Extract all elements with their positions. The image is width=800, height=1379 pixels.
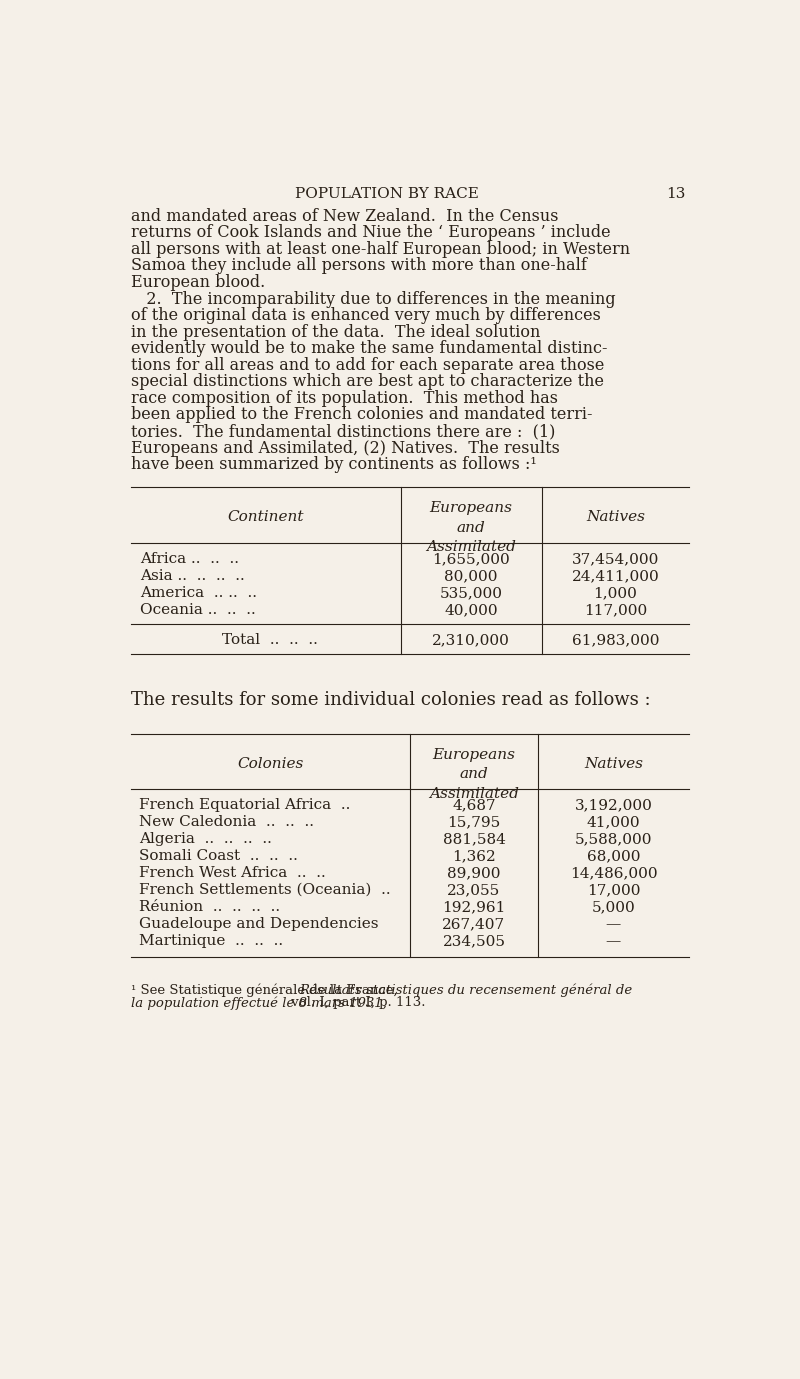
Text: Colonies: Colonies xyxy=(238,757,304,771)
Text: 5,588,000: 5,588,000 xyxy=(574,833,652,847)
Text: Oceania ..  ..  ..: Oceania .. .. .. xyxy=(140,603,256,616)
Text: race composition of its population.  This method has: race composition of its population. This… xyxy=(131,390,558,407)
Text: 17,000: 17,000 xyxy=(586,883,640,898)
Text: 117,000: 117,000 xyxy=(584,603,647,616)
Text: Europeans
and
Assimilated: Europeans and Assimilated xyxy=(426,501,516,554)
Text: in the presentation of the data.  The ideal solution: in the presentation of the data. The ide… xyxy=(131,324,540,341)
Text: 2.  The incomparability due to differences in the meaning: 2. The incomparability due to difference… xyxy=(131,291,616,308)
Text: French West Africa  ..  ..: French West Africa .. .. xyxy=(138,866,326,880)
Text: Martinique  ..  ..  ..: Martinique .. .. .. xyxy=(138,934,283,947)
Text: Natives: Natives xyxy=(586,510,645,524)
Text: 4,687: 4,687 xyxy=(452,798,496,812)
Text: 61,983,000: 61,983,000 xyxy=(572,633,659,647)
Text: 23,055: 23,055 xyxy=(447,883,501,898)
Text: America  .. ..  ..: America .. .. .. xyxy=(140,586,258,600)
Text: all persons with at least one-half European blood; in Western: all persons with at least one-half Europ… xyxy=(131,241,630,258)
Text: Europeans and Assimilated, (2) Natives.  The results: Europeans and Assimilated, (2) Natives. … xyxy=(131,440,560,456)
Text: Natives: Natives xyxy=(584,757,643,771)
Text: Résultats statistiques du recensement général de: Résultats statistiques du recensement gé… xyxy=(299,985,633,997)
Text: 2,310,000: 2,310,000 xyxy=(432,633,510,647)
Text: 234,505: 234,505 xyxy=(442,934,506,947)
Text: Samoa they include all persons with more than one-half: Samoa they include all persons with more… xyxy=(131,258,587,274)
Text: 1,362: 1,362 xyxy=(452,849,496,863)
Text: returns of Cook Islands and Niue the ‘ Europeans ’ include: returns of Cook Islands and Niue the ‘ E… xyxy=(131,225,610,241)
Text: evidently would be to make the same fundamental distinc-: evidently would be to make the same fund… xyxy=(131,341,607,357)
Text: been applied to the French colonies and mandated terri-: been applied to the French colonies and … xyxy=(131,407,593,423)
Text: Réunion  ..  ..  ..  ..: Réunion .. .. .. .. xyxy=(138,900,280,914)
Text: 5,000: 5,000 xyxy=(591,900,635,914)
Text: 37,454,000: 37,454,000 xyxy=(572,552,659,565)
Text: 13: 13 xyxy=(666,188,685,201)
Text: 192,961: 192,961 xyxy=(442,900,506,914)
Text: have been summarized by continents as follows :¹: have been summarized by continents as fo… xyxy=(131,456,537,473)
Text: Asia ..  ..  ..  ..: Asia .. .. .. .. xyxy=(140,570,245,583)
Text: ¹ See Statistique générale de la France,: ¹ See Statistique générale de la France, xyxy=(131,985,402,997)
Text: 881,584: 881,584 xyxy=(442,833,506,847)
Text: la population effectué le 8 mars 1931,: la population effectué le 8 mars 1931, xyxy=(131,996,387,1009)
Text: special distinctions which are best apt to characterize the: special distinctions which are best apt … xyxy=(131,374,604,390)
Text: 535,000: 535,000 xyxy=(440,586,502,600)
Text: French Equatorial Africa  ..: French Equatorial Africa .. xyxy=(138,798,350,812)
Text: New Caledonia  ..  ..  ..: New Caledonia .. .. .. xyxy=(138,815,314,829)
Text: Europeans
and
Assimilated: Europeans and Assimilated xyxy=(429,747,519,801)
Text: 89,900: 89,900 xyxy=(447,866,501,880)
Text: 1,000: 1,000 xyxy=(594,586,638,600)
Text: —: — xyxy=(606,934,621,947)
Text: Total  ..  ..  ..: Total .. .. .. xyxy=(222,633,318,647)
Text: 41,000: 41,000 xyxy=(586,815,640,829)
Text: 24,411,000: 24,411,000 xyxy=(571,570,659,583)
Text: Continent: Continent xyxy=(228,510,304,524)
Text: Algeria  ..  ..  ..  ..: Algeria .. .. .. .. xyxy=(138,833,272,847)
Text: 267,407: 267,407 xyxy=(442,917,506,931)
Text: tories.  The fundamental distinctions there are :  (1): tories. The fundamental distinctions the… xyxy=(131,423,555,440)
Text: Guadeloupe and Dependencies: Guadeloupe and Dependencies xyxy=(138,917,378,931)
Text: Africa ..  ..  ..: Africa .. .. .. xyxy=(140,552,239,565)
Text: Somali Coast  ..  ..  ..: Somali Coast .. .. .. xyxy=(138,849,298,863)
Text: French Settlements (Oceania)  ..: French Settlements (Oceania) .. xyxy=(138,883,390,898)
Text: POPULATION BY RACE: POPULATION BY RACE xyxy=(295,188,478,201)
Text: 1,655,000: 1,655,000 xyxy=(432,552,510,565)
Text: and mandated areas of New Zealand.  In the Census: and mandated areas of New Zealand. In th… xyxy=(131,208,558,225)
Text: —: — xyxy=(606,917,621,931)
Text: 15,795: 15,795 xyxy=(447,815,501,829)
Text: 14,486,000: 14,486,000 xyxy=(570,866,658,880)
Text: 3,192,000: 3,192,000 xyxy=(574,798,652,812)
Text: European blood.: European blood. xyxy=(131,274,266,291)
Text: of the original data is enhanced very much by differences: of the original data is enhanced very mu… xyxy=(131,308,601,324)
Text: 80,000: 80,000 xyxy=(445,570,498,583)
Text: vol. I, part I, p. 113.: vol. I, part I, p. 113. xyxy=(287,996,426,1009)
Text: tions for all areas and to add for each separate area those: tions for all areas and to add for each … xyxy=(131,357,604,374)
Text: 40,000: 40,000 xyxy=(445,603,498,616)
Text: 68,000: 68,000 xyxy=(586,849,640,863)
Text: The results for some individual colonies read as follows :: The results for some individual colonies… xyxy=(131,691,650,709)
